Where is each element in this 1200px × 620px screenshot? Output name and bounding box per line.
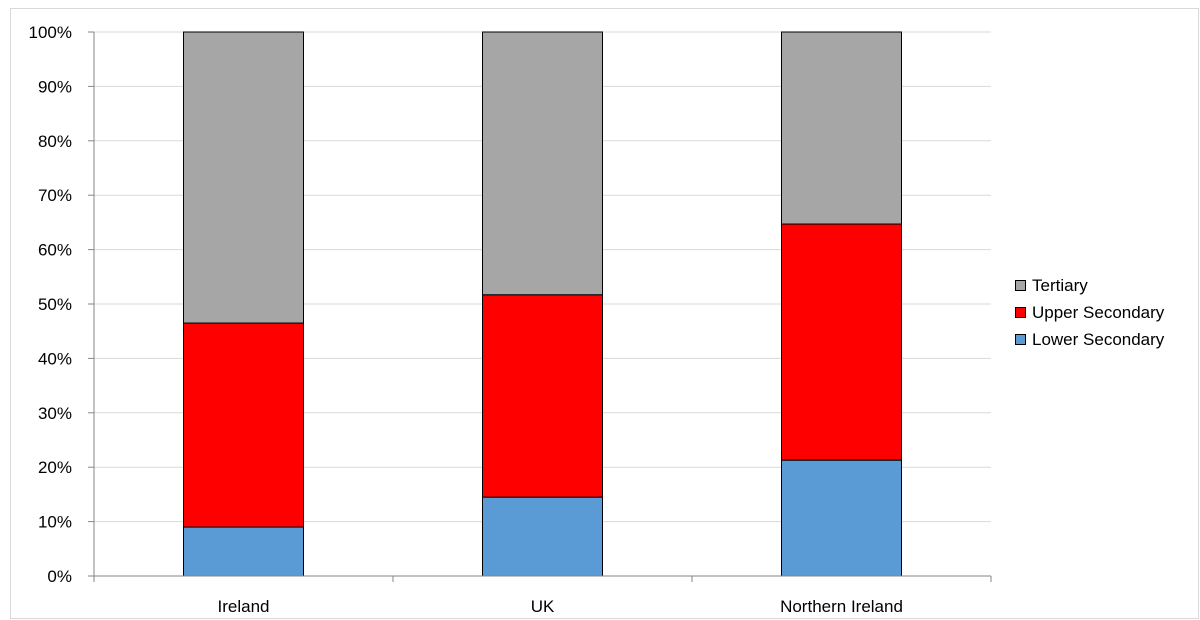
legend-swatch-lower-secondary <box>1015 334 1026 345</box>
x-tick-label: Northern Ireland <box>780 597 903 616</box>
y-tick-label: 50% <box>38 295 72 314</box>
bar-segment <box>183 31 304 324</box>
x-tick-labels: Ireland UK Northern Ireland <box>218 597 903 616</box>
legend: Tertiary Upper Secondary Lower Secondary <box>1015 272 1164 353</box>
y-tick-label: 40% <box>38 349 72 368</box>
y-tick-label: 80% <box>38 132 72 151</box>
legend-label-lower-secondary: Lower Secondary <box>1032 329 1165 349</box>
x-tick-label: Ireland <box>218 597 270 616</box>
x-tick-label: UK <box>531 597 555 616</box>
y-tick-label: 30% <box>38 404 72 423</box>
y-tick-label: 0% <box>47 567 72 586</box>
bar-segment <box>781 31 902 225</box>
y-tick-label: 20% <box>38 458 72 477</box>
y-tick-label: 60% <box>38 241 72 260</box>
axes <box>88 31 992 582</box>
y-tick-labels: 0% 10% 20% 30% 40% 50% 60% 70% 80% 90% 100% <box>29 23 72 586</box>
legend-swatch-tertiary <box>1015 280 1026 291</box>
bar-segment <box>482 496 603 577</box>
bars <box>183 31 902 577</box>
y-tick-label: 10% <box>38 513 72 532</box>
legend-item-lower-secondary: Lower Secondary <box>1015 326 1164 353</box>
legend-label-upper-secondary: Upper Secondary <box>1032 302 1165 322</box>
bar-segment <box>781 459 902 577</box>
legend-swatch-upper-secondary <box>1015 307 1026 318</box>
legend-item-tertiary: Tertiary <box>1015 272 1164 299</box>
bar-segment <box>781 223 902 461</box>
y-tick-label: 100% <box>29 23 72 42</box>
legend-label-tertiary: Tertiary <box>1032 275 1088 295</box>
bar-segment <box>482 294 603 498</box>
bar-segment <box>482 31 603 296</box>
y-tick-label: 70% <box>38 186 72 205</box>
y-tick-label: 90% <box>38 77 72 96</box>
legend-item-upper-secondary: Upper Secondary <box>1015 299 1164 326</box>
bar-segment <box>183 322 304 528</box>
bar-segment <box>183 526 304 577</box>
